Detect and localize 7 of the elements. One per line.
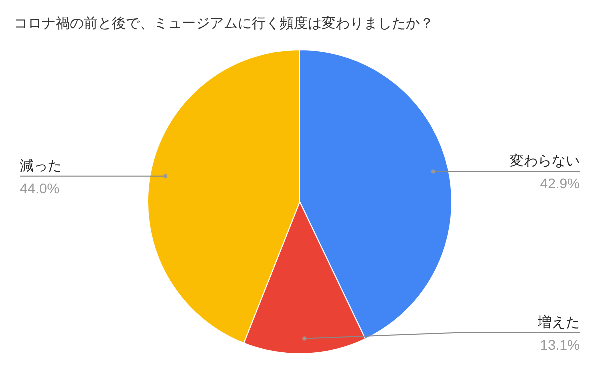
- data-label: 44.0%: [20, 180, 60, 196]
- data-label: 42.9%: [540, 176, 580, 192]
- slice-label: 変わらない: [510, 152, 580, 169]
- slice-label: 減った: [20, 157, 62, 174]
- chart-title: コロナ禍の前と後で、ミュージアムに行く頻度は変わりましたか？: [14, 15, 434, 31]
- slice-label: 増えた: [537, 314, 580, 330]
- data-label: 13.1%: [540, 337, 580, 353]
